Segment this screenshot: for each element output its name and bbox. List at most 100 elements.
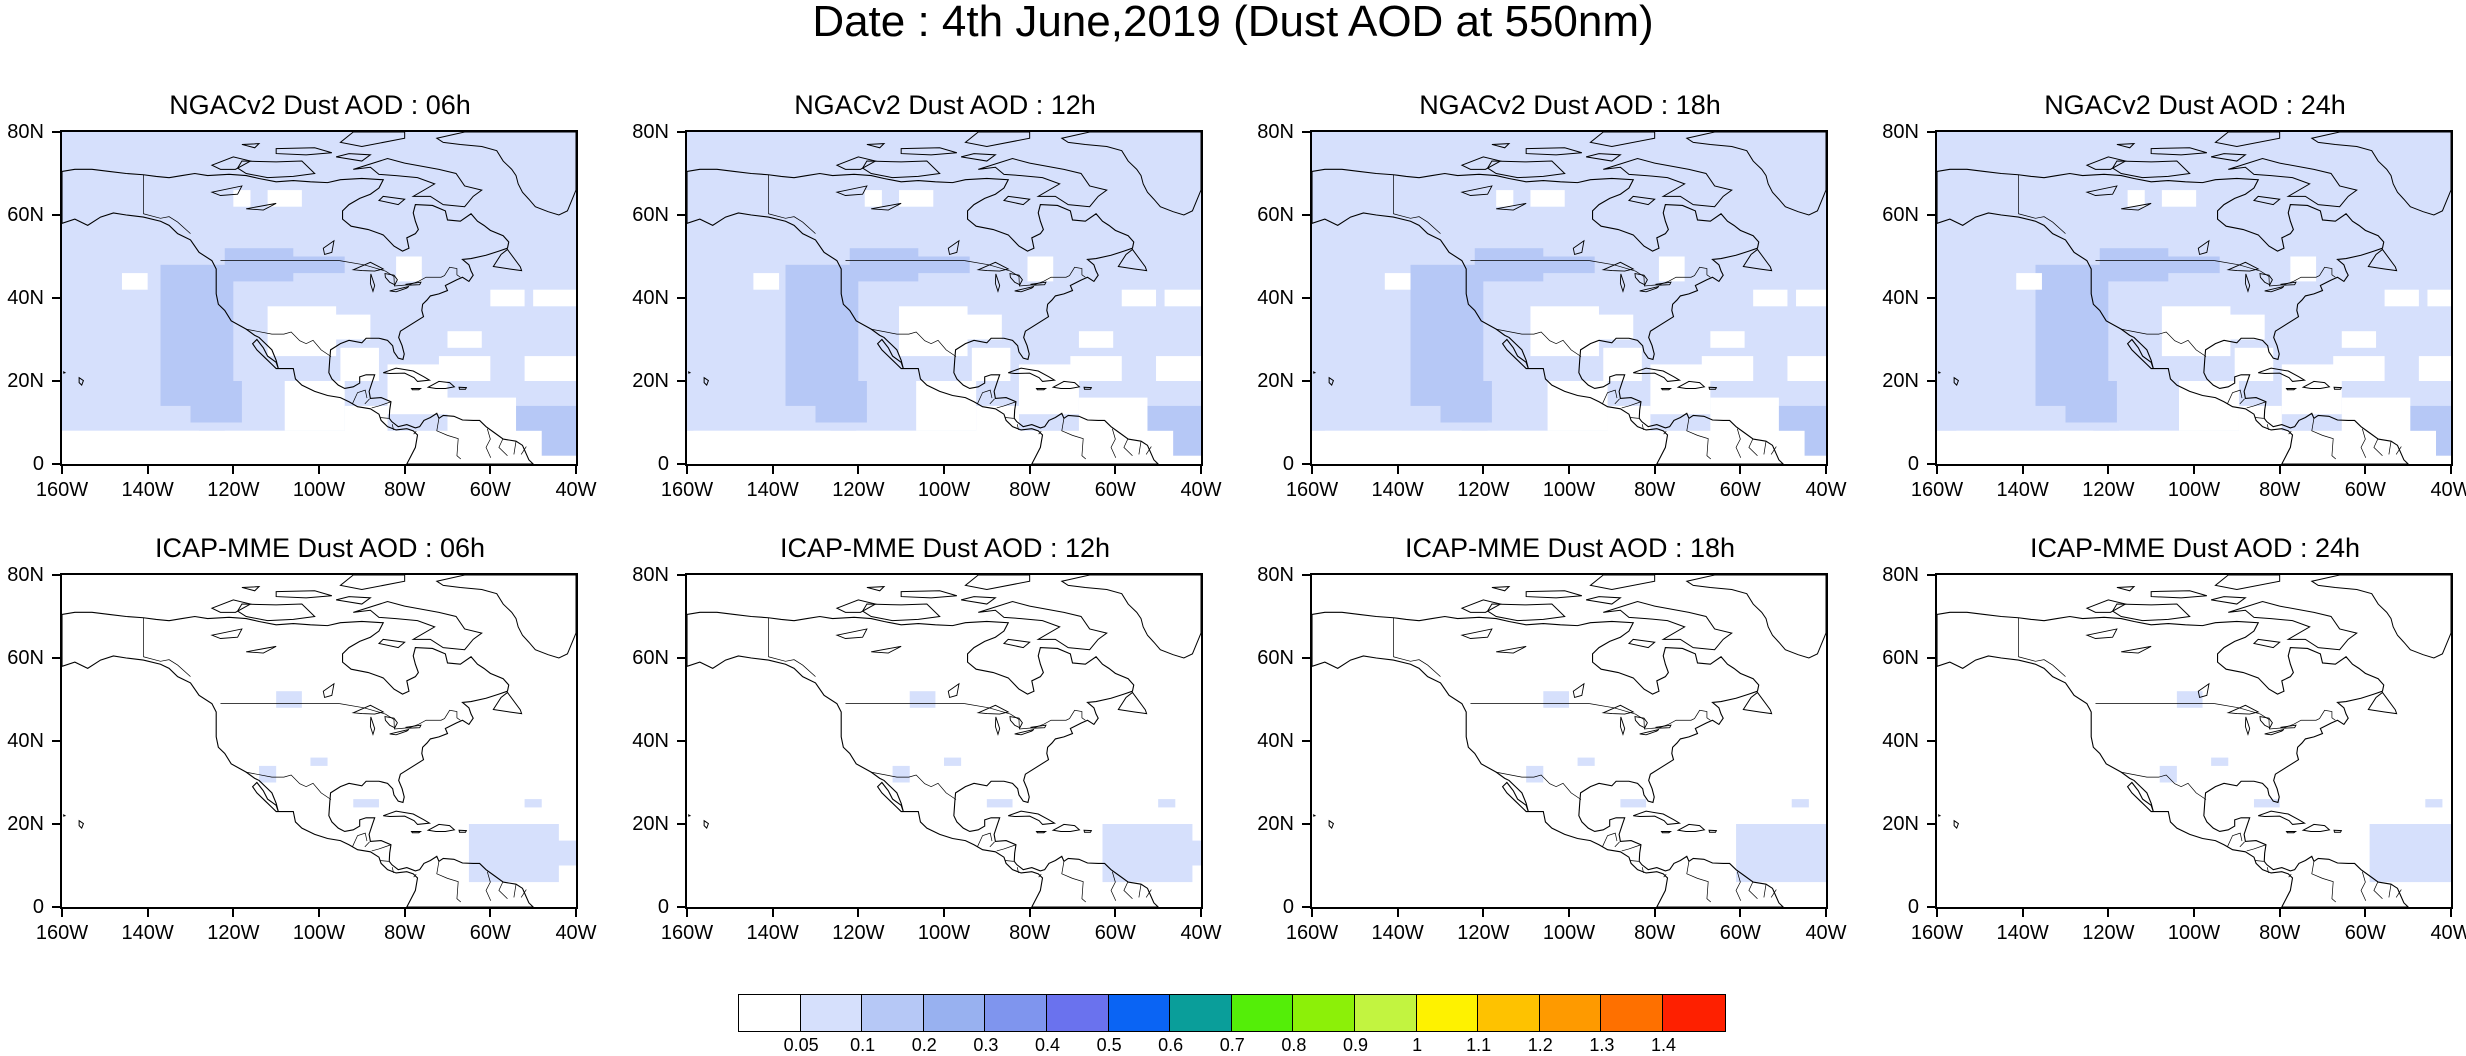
- latitude-tick-label: 40N: [632, 287, 669, 309]
- latitude-tick-label: 80N: [1882, 564, 1919, 586]
- latitude-tick-label: 80N: [1257, 121, 1294, 143]
- longitude-tick: [575, 466, 577, 474]
- country-border: [870, 771, 957, 800]
- longitude-tick-label: 100W: [917, 922, 971, 944]
- map-frame: [1310, 130, 1828, 466]
- map-canvas: [1937, 132, 2451, 464]
- clear-area: [62, 430, 200, 448]
- island-outline: [1586, 596, 1622, 605]
- country-border: [1138, 884, 1142, 898]
- clear-area: [2161, 190, 2197, 207]
- country-border: [996, 401, 1017, 409]
- clear-area: [753, 273, 780, 290]
- latitude-tick: [677, 657, 685, 659]
- country-border: [245, 328, 332, 357]
- island-outline: [1328, 819, 1335, 830]
- country-border: [1748, 881, 1758, 899]
- clear-area: [2290, 256, 2317, 282]
- longitude-tick: [2107, 466, 2110, 474]
- country-border: [2227, 389, 2243, 404]
- island-outline: [961, 153, 997, 162]
- island-outline: [2252, 195, 2281, 206]
- clear-area: [2384, 289, 2419, 307]
- longitude-tick-label: 60W: [1719, 479, 1761, 501]
- longitude-tick: [575, 909, 577, 917]
- latitude-tick-label: 80N: [7, 564, 44, 586]
- map-frame: [60, 130, 578, 466]
- map-frame: [1310, 573, 1828, 909]
- country-border: [1589, 703, 1711, 730]
- clear-area: [2427, 289, 2451, 307]
- island-outline: [1676, 380, 1706, 389]
- longitude-tick-label: 60W: [469, 922, 511, 944]
- country-border: [1630, 417, 1639, 419]
- clear-area: [1753, 289, 1788, 307]
- clear-area: [971, 347, 1011, 381]
- longitude-tick: [771, 909, 774, 917]
- longitude-tick: [2021, 466, 2024, 474]
- coastline: [1312, 611, 1784, 907]
- longitude-tick-label: 120W: [832, 922, 885, 944]
- clear-area: [340, 347, 379, 381]
- clear-area: [2179, 381, 2239, 431]
- country-border: [964, 260, 1086, 287]
- clear-area: [533, 289, 576, 307]
- latitude-tick: [677, 740, 685, 742]
- lake-outline: [1460, 185, 1493, 196]
- island-outline: [835, 156, 877, 170]
- latitude-tick: [1927, 214, 1935, 216]
- dust-field-low: [524, 799, 542, 808]
- lake-outline: [1014, 728, 1035, 736]
- latitude-tick-label: 60N: [1882, 647, 1919, 669]
- longitude-tick: [318, 909, 320, 917]
- coastline: [62, 168, 534, 464]
- latitude-tick-label: 80N: [1882, 121, 1919, 143]
- colorbar-label: 1.3: [1589, 1035, 1615, 1055]
- longitude-tick-label: 140W: [1371, 479, 1424, 501]
- longitude-tick-label: 80W: [384, 922, 426, 944]
- island-outline: [1660, 830, 1673, 834]
- country-border: [2373, 881, 2383, 899]
- latitude-tick-label: 0: [32, 896, 44, 918]
- latitude-tick: [1302, 823, 1310, 825]
- country-border: [1735, 871, 1742, 901]
- latitude-tick: [677, 214, 685, 216]
- map-frame: [1935, 573, 2453, 909]
- map-panel-icap-mme-18h: ICAP-MME Dust AOD : 18h 80N 60N 40N 20N 0 160W…: [1250, 533, 1870, 973]
- country-border: [989, 398, 995, 405]
- longitude-tick: [1200, 909, 1202, 917]
- lake-outline: [1496, 202, 1527, 211]
- colorbar-label: 0.7: [1219, 1035, 1245, 1055]
- island-outline: [78, 376, 85, 387]
- island-outline: [241, 143, 261, 149]
- lake-outline: [835, 628, 868, 639]
- clear-area: [1156, 356, 1201, 381]
- island-outline: [703, 819, 710, 830]
- latitude-tick-label: 60N: [632, 647, 669, 669]
- dust-field-low: [2391, 840, 2451, 866]
- latitude-tick-label: 20N: [1257, 813, 1294, 835]
- country-border: [2360, 428, 2367, 458]
- country-border: [964, 703, 1086, 730]
- colorbar-label: 0.1: [850, 1035, 876, 1055]
- lake-outline: [871, 202, 902, 211]
- longitude-tick-label: 40W: [1180, 479, 1222, 501]
- latitude-tick: [52, 823, 60, 825]
- dust-field-low: [2425, 799, 2443, 808]
- island-outline: [835, 599, 877, 613]
- country-border: [2255, 417, 2264, 419]
- clear-area: [1573, 314, 1634, 340]
- longitude-tick-label: 60W: [2344, 922, 2386, 944]
- latitude-tick-label: 40N: [1257, 287, 1294, 309]
- latitude-tick-label: 20N: [1882, 370, 1919, 392]
- country-border: [2214, 703, 2336, 730]
- country-border: [1145, 446, 1152, 455]
- latitude-tick-label: 80N: [1257, 564, 1294, 586]
- longitude-tick-label: 140W: [121, 922, 174, 944]
- island-outline: [2111, 160, 2191, 179]
- clear-area: [310, 314, 371, 340]
- country-border: [380, 860, 389, 862]
- island-outline: [1035, 830, 1048, 834]
- clear-area: [490, 289, 525, 307]
- panel-title: NGACv2 Dust AOD : 06h: [169, 90, 471, 120]
